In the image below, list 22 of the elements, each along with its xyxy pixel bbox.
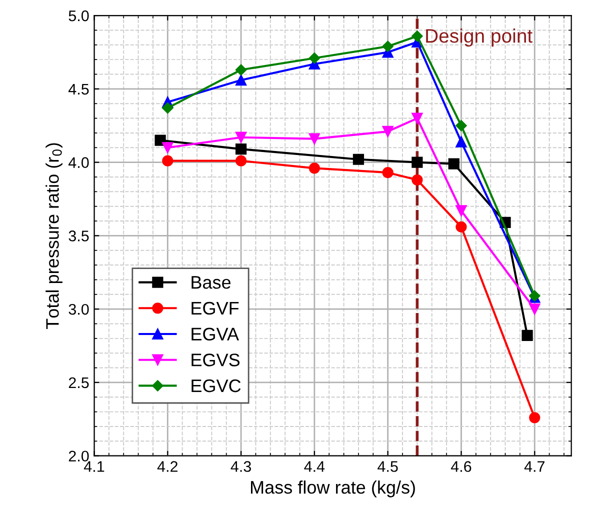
- x-tick-label: 4.5: [378, 461, 398, 472]
- legend-label: EGVS: [192, 354, 240, 366]
- x-tick-label: 4.2: [157, 461, 178, 472]
- x-tick-label: 4.1: [84, 461, 104, 472]
- x-tick-label: 4.3: [230, 461, 251, 472]
- y-tick-label: 2.0: [68, 450, 89, 462]
- ref-line-label: Design point: [426, 28, 532, 47]
- legend-label: EGVF: [192, 302, 239, 315]
- legend-label: EGVC: [192, 379, 241, 392]
- x-tick-label: 4.7: [524, 461, 544, 472]
- y-axis-title: Total pressure ratio (r$_{0}$): [46, 143, 62, 329]
- y-tick-label: 4.5: [68, 84, 89, 95]
- legend-label: Base: [192, 276, 231, 289]
- x-axis-title: Mass flow rate (kg/s): [251, 480, 415, 498]
- y-tick-label: 2.5: [68, 377, 89, 388]
- y-tick-label: 3.5: [68, 230, 89, 242]
- y-tick-label: 4.0: [68, 157, 89, 168]
- y-tick-label: 3.0: [68, 304, 89, 315]
- x-tick-label: 4.6: [450, 461, 472, 472]
- legend-label: EGVA: [192, 328, 239, 340]
- y-tick-label: 5.0: [68, 10, 89, 22]
- x-tick-label: 4.4: [304, 461, 325, 472]
